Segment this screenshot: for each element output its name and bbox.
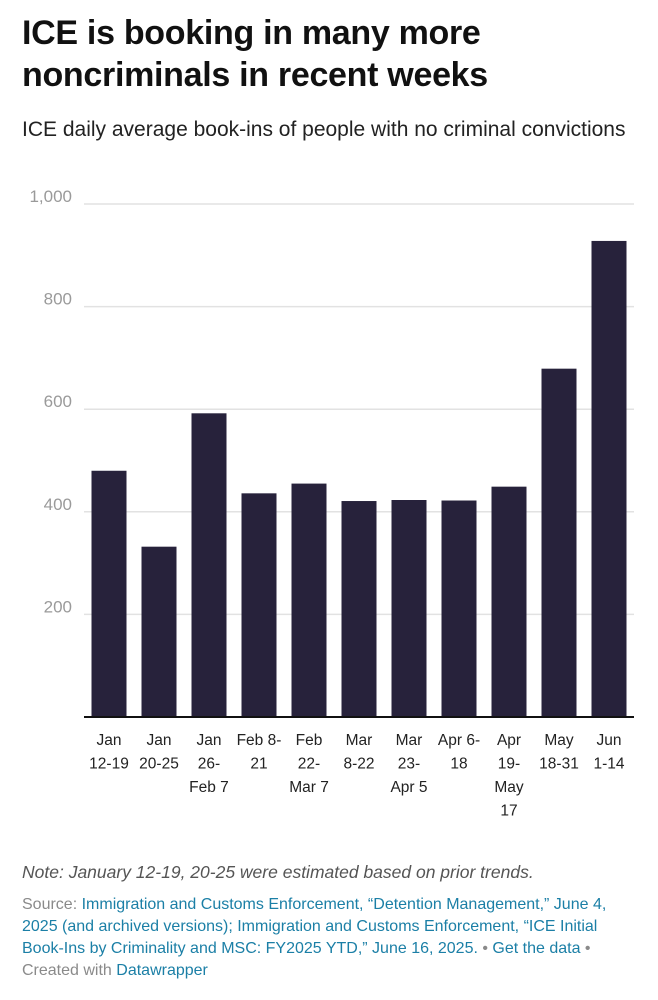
- bar: [141, 546, 177, 717]
- bars: [84, 240, 634, 718]
- bar: [441, 500, 477, 717]
- bar: [341, 501, 377, 717]
- x-tick-label: Jan 26-Feb 7: [189, 732, 229, 796]
- x-tick-label: May 18-31: [539, 732, 579, 773]
- bar: [491, 486, 527, 717]
- y-tick-label: 800: [44, 290, 72, 309]
- created-with-text: Created with: [22, 962, 117, 979]
- separator: •: [477, 940, 493, 957]
- bar: [591, 240, 627, 717]
- bar: [291, 483, 327, 717]
- x-tick-label: Apr 6-18: [438, 732, 480, 773]
- bar: [391, 500, 427, 717]
- x-tick-label: Apr 19-May 17: [494, 732, 524, 820]
- chart-title: ICE is booking in many more noncriminals…: [22, 14, 488, 94]
- x-tick-label: Jan 20-25: [139, 732, 179, 773]
- y-tick-label: 200: [44, 597, 72, 616]
- chart-note: Note: January 12-19, 20-25 were estimate…: [22, 862, 534, 882]
- datawrapper-link[interactable]: Datawrapper: [116, 962, 208, 979]
- bar: [191, 413, 227, 717]
- x-tick-label: Jan 12-19: [89, 732, 129, 773]
- x-tick-label: Feb 22-Mar 7: [289, 732, 329, 796]
- x-tick-label: Mar 23-Apr 5: [390, 732, 427, 796]
- y-tick-label: 400: [44, 495, 72, 514]
- bar: [541, 368, 577, 717]
- bar: [91, 470, 127, 717]
- get-data-link[interactable]: Get the data: [492, 940, 581, 957]
- x-tick-label: Feb 8-21: [237, 732, 282, 773]
- source-link[interactable]: Immigration and Customs Enforcement, “De…: [22, 896, 607, 957]
- source-line: Source: Immigration and Customs Enforcem…: [22, 894, 642, 982]
- source-prefix: Source:: [22, 896, 82, 913]
- bar: [241, 493, 277, 717]
- chart-subtitle: ICE daily average book-ins of people wit…: [22, 118, 626, 141]
- y-tick-label: 1,000: [29, 190, 72, 206]
- y-tick-label: 600: [44, 392, 72, 411]
- separator: •: [580, 940, 591, 957]
- x-tick-label: Jun 1-14: [593, 732, 624, 773]
- x-tick-label: Mar 8-22: [343, 732, 374, 773]
